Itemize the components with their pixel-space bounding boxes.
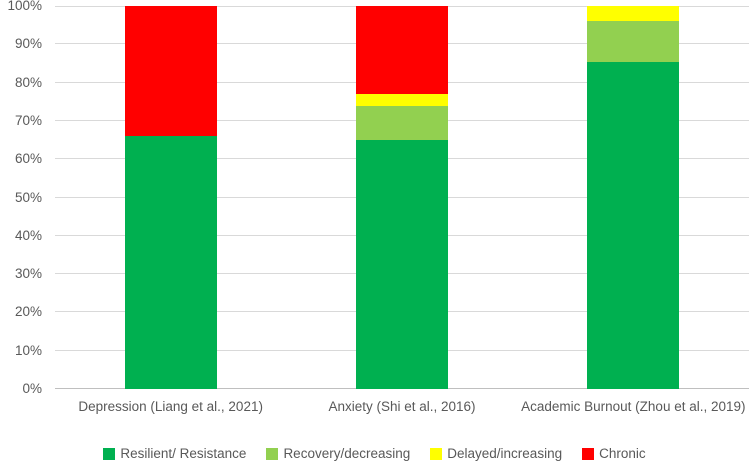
bar-depression-liang-et-al-2021: [124, 6, 217, 389]
y-tick-label-0: 0%: [22, 381, 42, 396]
bar-academic-burnout-zhou-et-al-2019: [587, 6, 680, 389]
legend-label: Chronic: [599, 446, 646, 461]
segment-resilient-resistance: [124, 136, 217, 389]
y-tick-label-40: 40%: [14, 227, 42, 243]
legend-swatch-delayed-increasing: [430, 447, 443, 460]
segment-resilient-resistance: [356, 140, 448, 389]
bar-anxiety-shi-et-al-2016: [356, 6, 448, 389]
legend-item-delayed-increasing: Delayed/increasing: [430, 446, 562, 461]
segment-recovery-decreasing: [587, 21, 680, 62]
y-tick-label-30: 30%: [14, 266, 42, 282]
segment-chronic: [356, 6, 448, 95]
category-label-anxiety-shi-et-al-2016: Anxiety (Shi et al., 2016): [328, 399, 476, 414]
segment-resilient-resistance: [587, 61, 680, 389]
category-label-academic-burnout-zhou-et-al-2019: Academic Burnout (Zhou et al., 2019): [521, 399, 746, 414]
y-tick-label-80: 80%: [14, 74, 42, 90]
legend-item-recovery-decreasing: Recovery/decreasing: [266, 446, 410, 461]
y-tick-label-50: 50%: [14, 189, 42, 205]
legend: Resilient/ Resistance Recovery/decreasing…: [0, 446, 749, 461]
legend-label: Resilient/ Resistance: [120, 446, 247, 461]
legend-item-resilient-resistance: Resilient/ Resistance: [103, 446, 246, 461]
y-tick-label-90: 90%: [14, 36, 42, 52]
legend-label: Delayed/increasing: [447, 446, 563, 461]
segment-recovery-decreasing: [356, 105, 448, 141]
segment-delayed-increasing: [587, 6, 680, 22]
segment-delayed-increasing: [356, 94, 448, 106]
legend-swatch-chronic: [582, 447, 595, 460]
y-tick-label-20: 20%: [14, 304, 42, 320]
legend-swatch-recovery-decreasing: [266, 447, 279, 460]
legend-swatch-resilient-resistance: [103, 447, 116, 460]
legend-item-chronic: Chronic: [582, 446, 646, 461]
y-tick-label-60: 60%: [14, 151, 42, 167]
legend-label: Recovery/decreasing: [283, 446, 411, 461]
y-tick-label-70: 70%: [14, 112, 42, 128]
y-tick-label-10: 10%: [14, 342, 42, 358]
category-label-depression-liang-et-al-2021: Depression (Liang et al., 2021): [78, 399, 263, 414]
segment-chronic: [124, 6, 217, 137]
plot-area: [55, 6, 749, 389]
y-tick-label-100: 100%: [7, 0, 42, 13]
